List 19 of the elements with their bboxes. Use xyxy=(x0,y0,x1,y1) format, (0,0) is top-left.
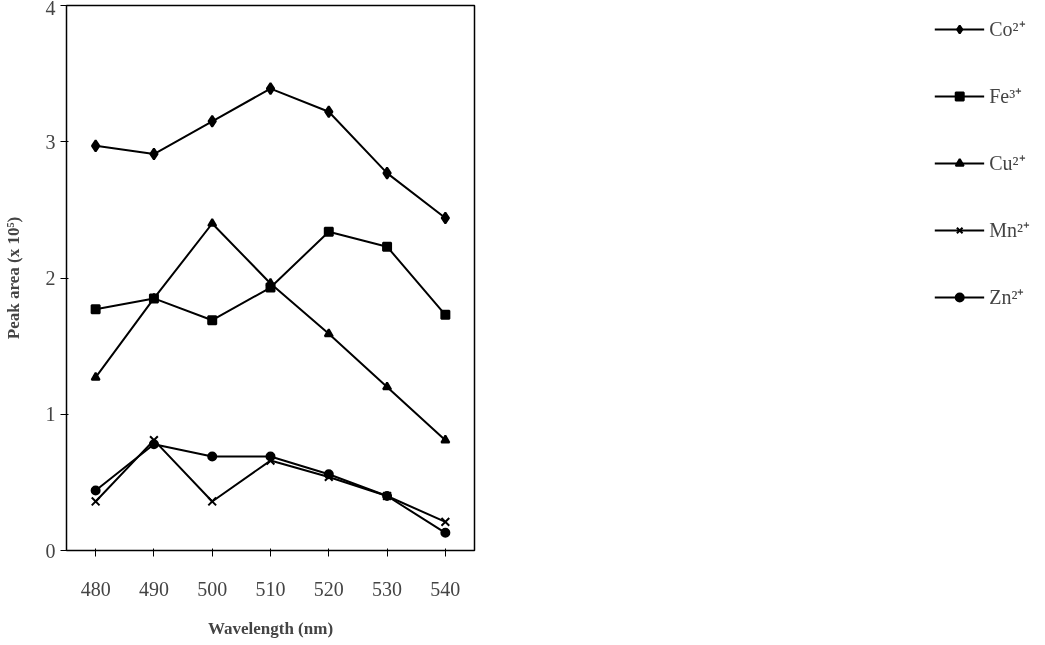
y-axis-title: Peak area (x 10⁵) xyxy=(3,216,23,340)
y-tick-label: 1 xyxy=(45,403,56,426)
y-tick-label: 3 xyxy=(45,130,56,153)
x-tick-label: 490 xyxy=(138,577,169,600)
legend-label: Fe³⁺ xyxy=(989,84,1023,109)
y-tick-label: 0 xyxy=(45,539,56,562)
x-tick-label: 510 xyxy=(255,577,286,600)
x-tick-label: 540 xyxy=(430,577,461,600)
x-tick-label: 480 xyxy=(80,577,111,600)
x-axis-title: Wavelength (nm) xyxy=(207,618,334,638)
legend-label: Mn²⁺ xyxy=(989,218,1030,243)
legend-label: Co²⁺ xyxy=(989,17,1026,42)
legend-label: Zn²⁺ xyxy=(989,285,1025,310)
x-tick-label: 500 xyxy=(197,577,228,600)
x-tick-label: 520 xyxy=(313,577,344,600)
y-tick-label: 2 xyxy=(45,267,56,289)
legend-label: Cu²⁺ xyxy=(989,151,1026,176)
x-tick-label: 530 xyxy=(372,577,403,600)
y-tick-label: 4 xyxy=(45,0,56,19)
